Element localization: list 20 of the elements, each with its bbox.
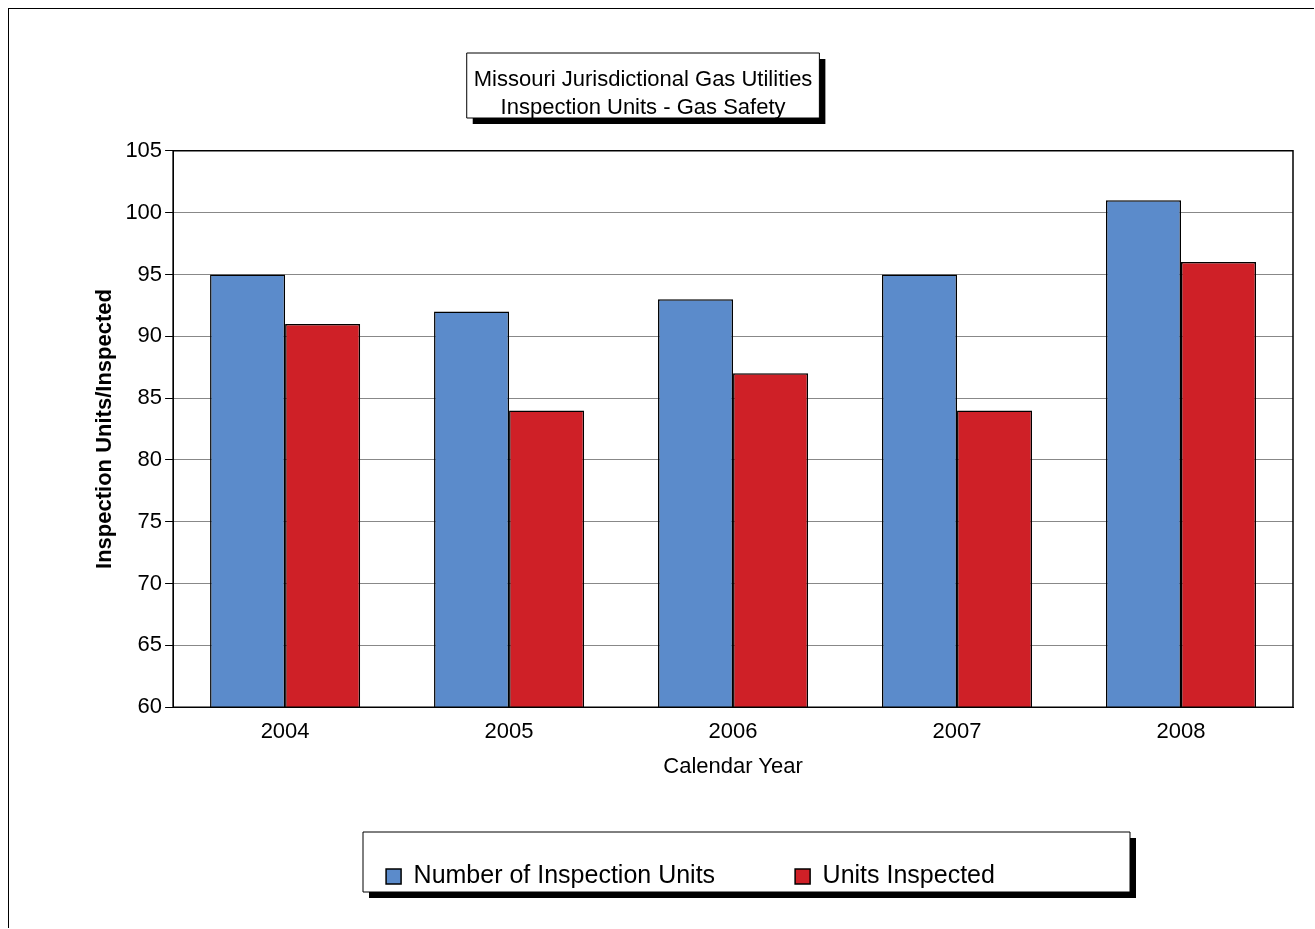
y-tick-label: 80 [137, 445, 163, 471]
x-tick-label: 2005 [484, 718, 534, 744]
legend-label: Number of Inspection Units [413, 860, 716, 889]
y-tick-label: 105 [125, 136, 163, 162]
x-axis-title: Calendar Year [663, 752, 803, 778]
y-tick-label: 65 [137, 631, 163, 657]
y-tick-label: 95 [137, 260, 163, 286]
y-tick-label: 85 [137, 384, 163, 410]
legend-label: Units Inspected [822, 860, 995, 889]
y-tick-label: 60 [137, 693, 163, 719]
x-tick-label: 2006 [708, 718, 758, 744]
y-tick-label: 70 [137, 569, 163, 595]
x-tick-label: 2008 [1156, 718, 1206, 744]
y-tick-label: 100 [125, 198, 163, 224]
y-tick-label: 75 [137, 507, 163, 533]
x-tick-label: 2004 [260, 718, 310, 744]
y-tick-label: 90 [137, 322, 163, 348]
chart-title: Missouri Jurisdictional Gas Utilities Inspection Units - Gas Safety [473, 66, 813, 120]
y-axis-title: Inspection Units/Inspected [91, 289, 117, 569]
x-tick-label: 2007 [932, 718, 982, 744]
